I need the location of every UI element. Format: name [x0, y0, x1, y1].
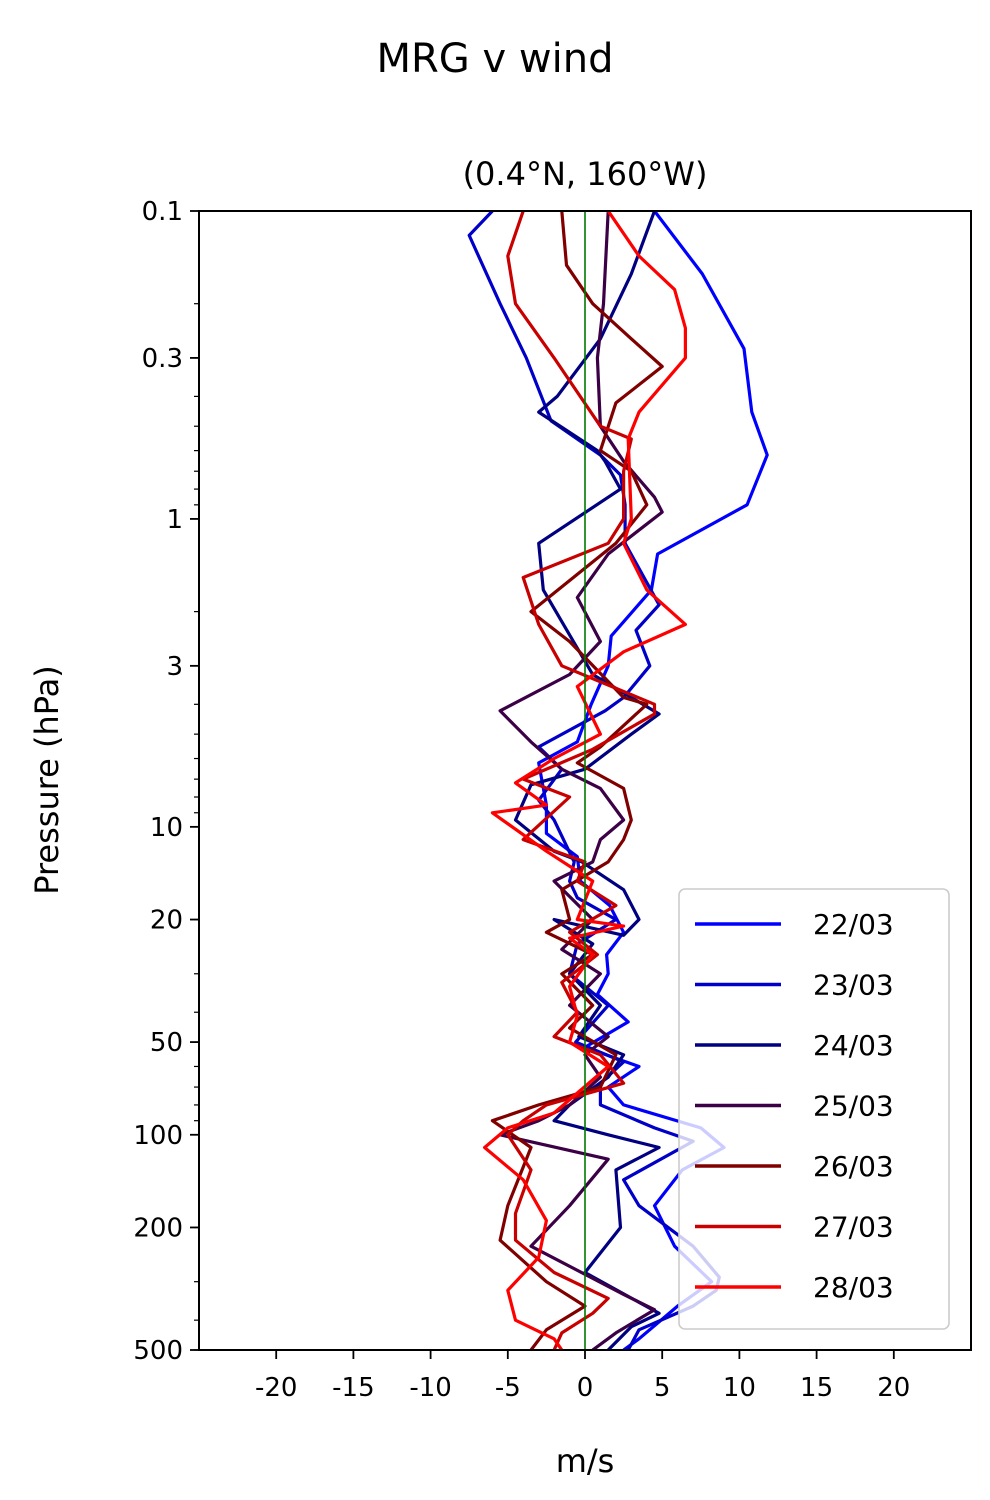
y-tick-label: 0.3: [142, 344, 183, 374]
series-line-25-03: [498, 211, 664, 1350]
legend-entry-label: 23/03: [813, 969, 894, 1002]
legend-entry-label: 27/03: [813, 1211, 894, 1244]
legend-box: [678, 888, 950, 1330]
legend: 22/03 23/03 24/03 25/03 26/03 27/03 28/03: [678, 888, 950, 1330]
y-tick-label: 20: [150, 906, 183, 936]
y-tick-label: 50: [150, 1028, 183, 1058]
legend-entry-label: 24/03: [813, 1029, 894, 1062]
legend-entry-label: 22/03: [813, 908, 894, 941]
y-tick-label: 100: [133, 1121, 183, 1151]
x-tick-label: 5: [654, 1373, 671, 1403]
y-tick-label: 0.1: [142, 197, 183, 227]
legend-entry-label: 26/03: [813, 1150, 894, 1183]
x-axis-label: m/s: [556, 1442, 615, 1480]
series-line-24-03: [513, 211, 661, 1350]
x-tick-label: 20: [877, 1373, 910, 1403]
y-tick-label: 3: [166, 652, 183, 682]
y-tick-label: 10: [150, 813, 183, 843]
y-tick-label: 1: [166, 505, 183, 535]
x-tick-label: -20: [255, 1373, 297, 1403]
x-tick-label: 15: [800, 1373, 833, 1403]
series-layer: [467, 211, 769, 1350]
x-tick-label: -5: [495, 1373, 521, 1403]
x-tick-label: 10: [723, 1373, 756, 1403]
y-axis: 0.1 0.3 1 3 10 20 50 100 200 500: [133, 197, 199, 1366]
x-tick-label: 0: [577, 1373, 594, 1403]
x-axis: -20 -15 -10 -5 0 5 10 15 20: [255, 1350, 910, 1403]
chart-title: (0.4°N, 160°W): [463, 155, 708, 193]
series-line-26-03: [490, 211, 664, 1350]
series-line-27-03: [506, 211, 657, 1350]
y-axis-label: Pressure (hPa): [28, 665, 66, 895]
x-tick-label: -10: [409, 1373, 451, 1403]
y-tick-label: 200: [133, 1213, 183, 1243]
series-line-28-03: [483, 211, 687, 1350]
legend-entry-label: 28/03: [813, 1271, 894, 1304]
legend-entry-label: 25/03: [813, 1090, 894, 1123]
chart-suptitle: MRG v wind: [377, 36, 614, 82]
x-tick-label: -15: [332, 1373, 374, 1403]
y-tick-label: 500: [133, 1336, 183, 1366]
